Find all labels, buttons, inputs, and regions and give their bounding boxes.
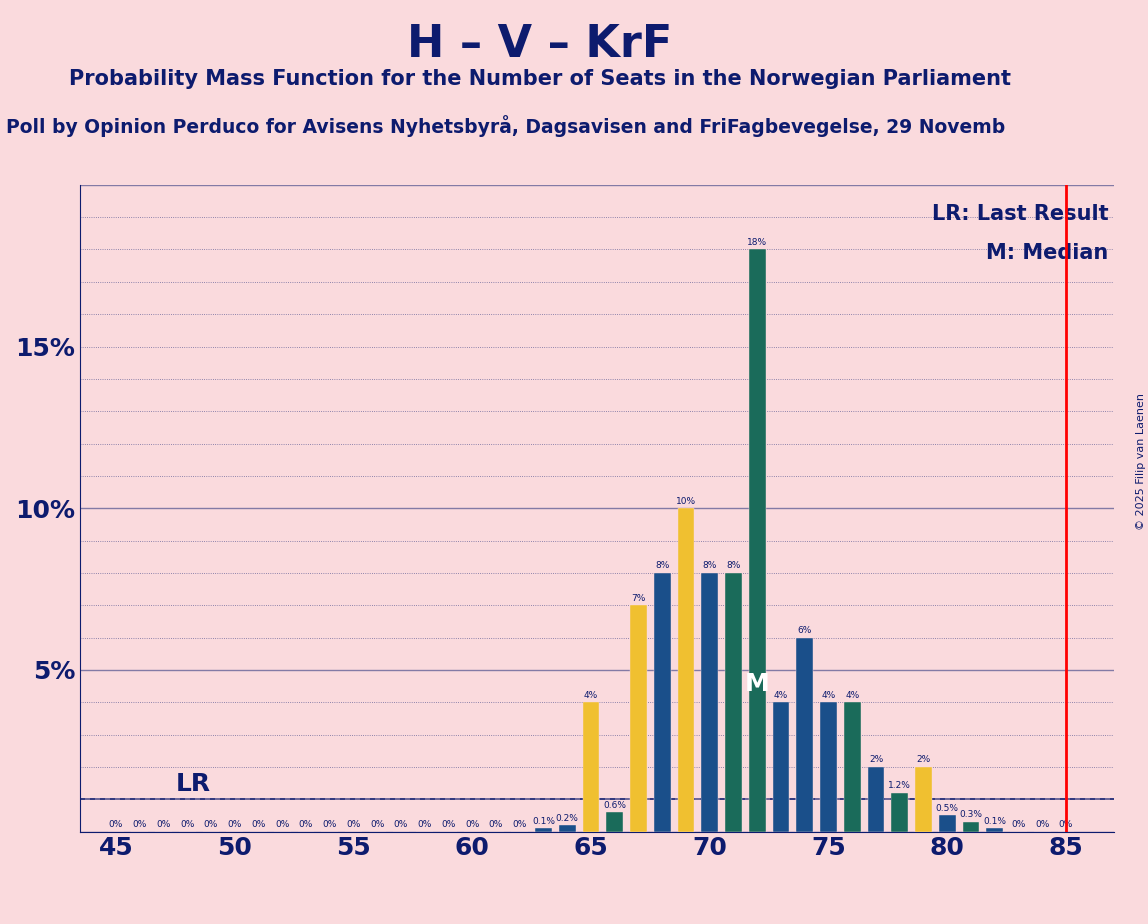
Bar [748, 249, 766, 832]
Text: M: M [745, 672, 769, 696]
Text: 0%: 0% [489, 820, 503, 829]
Bar [963, 822, 979, 832]
Bar [868, 767, 884, 832]
Bar [559, 825, 575, 832]
Text: 4%: 4% [584, 690, 598, 699]
Text: 0%: 0% [1035, 820, 1049, 829]
Bar [583, 702, 599, 832]
Text: 7%: 7% [631, 593, 645, 602]
Bar [915, 767, 932, 832]
Text: 10%: 10% [676, 496, 696, 505]
Text: Poll by Opinion Perduco for Avisens Nyhetsbyrå, Dagsavisen and FriFagbevegelse, : Poll by Opinion Perduco for Avisens Nyhe… [6, 116, 1004, 138]
Bar [986, 829, 1003, 832]
Text: LR: Last Result: LR: Last Result [932, 204, 1108, 225]
Text: M: Median: M: Median [986, 243, 1108, 263]
Text: 0%: 0% [323, 820, 338, 829]
Bar [892, 793, 908, 832]
Bar [701, 573, 719, 832]
Text: 0%: 0% [132, 820, 147, 829]
Text: 4%: 4% [822, 690, 836, 699]
Text: 0%: 0% [251, 820, 265, 829]
Text: H – V – KrF: H – V – KrF [406, 23, 673, 67]
Text: 4%: 4% [774, 690, 789, 699]
Bar [939, 816, 955, 832]
Text: 1.2%: 1.2% [889, 781, 912, 790]
Bar [630, 605, 646, 832]
Text: 0%: 0% [1011, 820, 1026, 829]
Text: © 2025 Filip van Laenen: © 2025 Filip van Laenen [1135, 394, 1146, 530]
Text: 0%: 0% [298, 820, 313, 829]
Text: 8%: 8% [656, 561, 669, 570]
Text: 2%: 2% [916, 755, 931, 764]
Bar [677, 508, 695, 832]
Text: 0.2%: 0.2% [556, 813, 579, 822]
Text: 0%: 0% [347, 820, 360, 829]
Text: 8%: 8% [703, 561, 718, 570]
Text: 0%: 0% [204, 820, 218, 829]
Text: 2%: 2% [869, 755, 883, 764]
Text: 18%: 18% [747, 237, 767, 247]
Bar [726, 573, 742, 832]
Bar [606, 812, 623, 832]
Bar [797, 638, 813, 832]
Text: LR: LR [176, 772, 210, 796]
Text: 0%: 0% [156, 820, 171, 829]
Text: 0%: 0% [180, 820, 194, 829]
Text: 0.5%: 0.5% [936, 804, 959, 813]
Bar [535, 829, 552, 832]
Text: 0%: 0% [394, 820, 409, 829]
Text: 0%: 0% [276, 820, 289, 829]
Text: 0.3%: 0.3% [960, 810, 983, 820]
Text: 0.6%: 0.6% [603, 800, 627, 809]
Text: 0%: 0% [418, 820, 432, 829]
Bar [654, 573, 670, 832]
Text: 0.1%: 0.1% [984, 817, 1007, 826]
Text: 6%: 6% [798, 626, 812, 635]
Text: 0%: 0% [465, 820, 480, 829]
Text: 0%: 0% [512, 820, 527, 829]
Text: 0%: 0% [370, 820, 385, 829]
Bar [844, 702, 861, 832]
Text: Probability Mass Function for the Number of Seats in the Norwegian Parliament: Probability Mass Function for the Number… [69, 69, 1010, 90]
Text: 0%: 0% [1058, 820, 1073, 829]
Bar [820, 702, 837, 832]
Text: 0%: 0% [441, 820, 456, 829]
Text: 0%: 0% [109, 820, 123, 829]
Text: 0.1%: 0.1% [532, 817, 554, 826]
Bar [773, 702, 790, 832]
Text: 0%: 0% [227, 820, 242, 829]
Text: 4%: 4% [845, 690, 860, 699]
Text: 8%: 8% [727, 561, 740, 570]
